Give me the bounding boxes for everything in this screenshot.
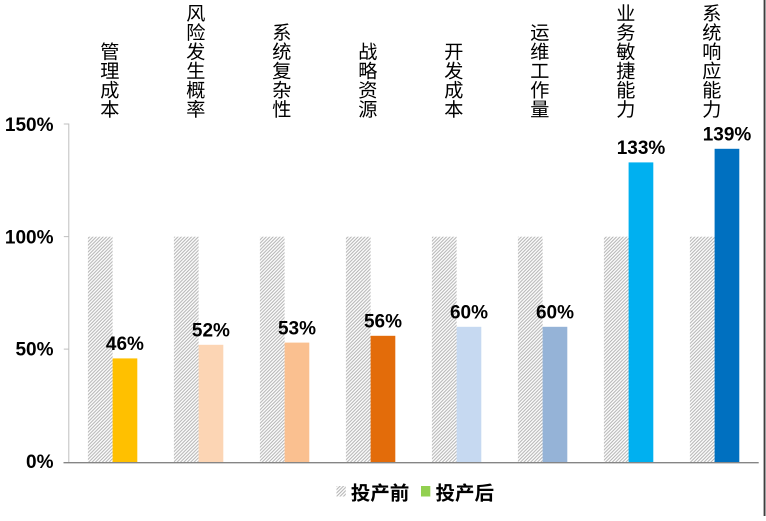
svg-text:46%: 46% (106, 334, 144, 355)
svg-text:60%: 60% (536, 303, 574, 324)
svg-text:60%: 60% (450, 303, 488, 324)
svg-text:150%: 150% (5, 115, 54, 136)
svg-text:50%: 50% (15, 340, 53, 361)
svg-text:56%: 56% (364, 312, 402, 333)
svg-text:139%: 139% (703, 125, 752, 146)
svg-text:133%: 133% (617, 138, 666, 159)
svg-text:52%: 52% (192, 321, 230, 342)
svg-text:0%: 0% (26, 452, 54, 473)
svg-text:53%: 53% (278, 318, 316, 339)
svg-text:100%: 100% (5, 227, 54, 248)
